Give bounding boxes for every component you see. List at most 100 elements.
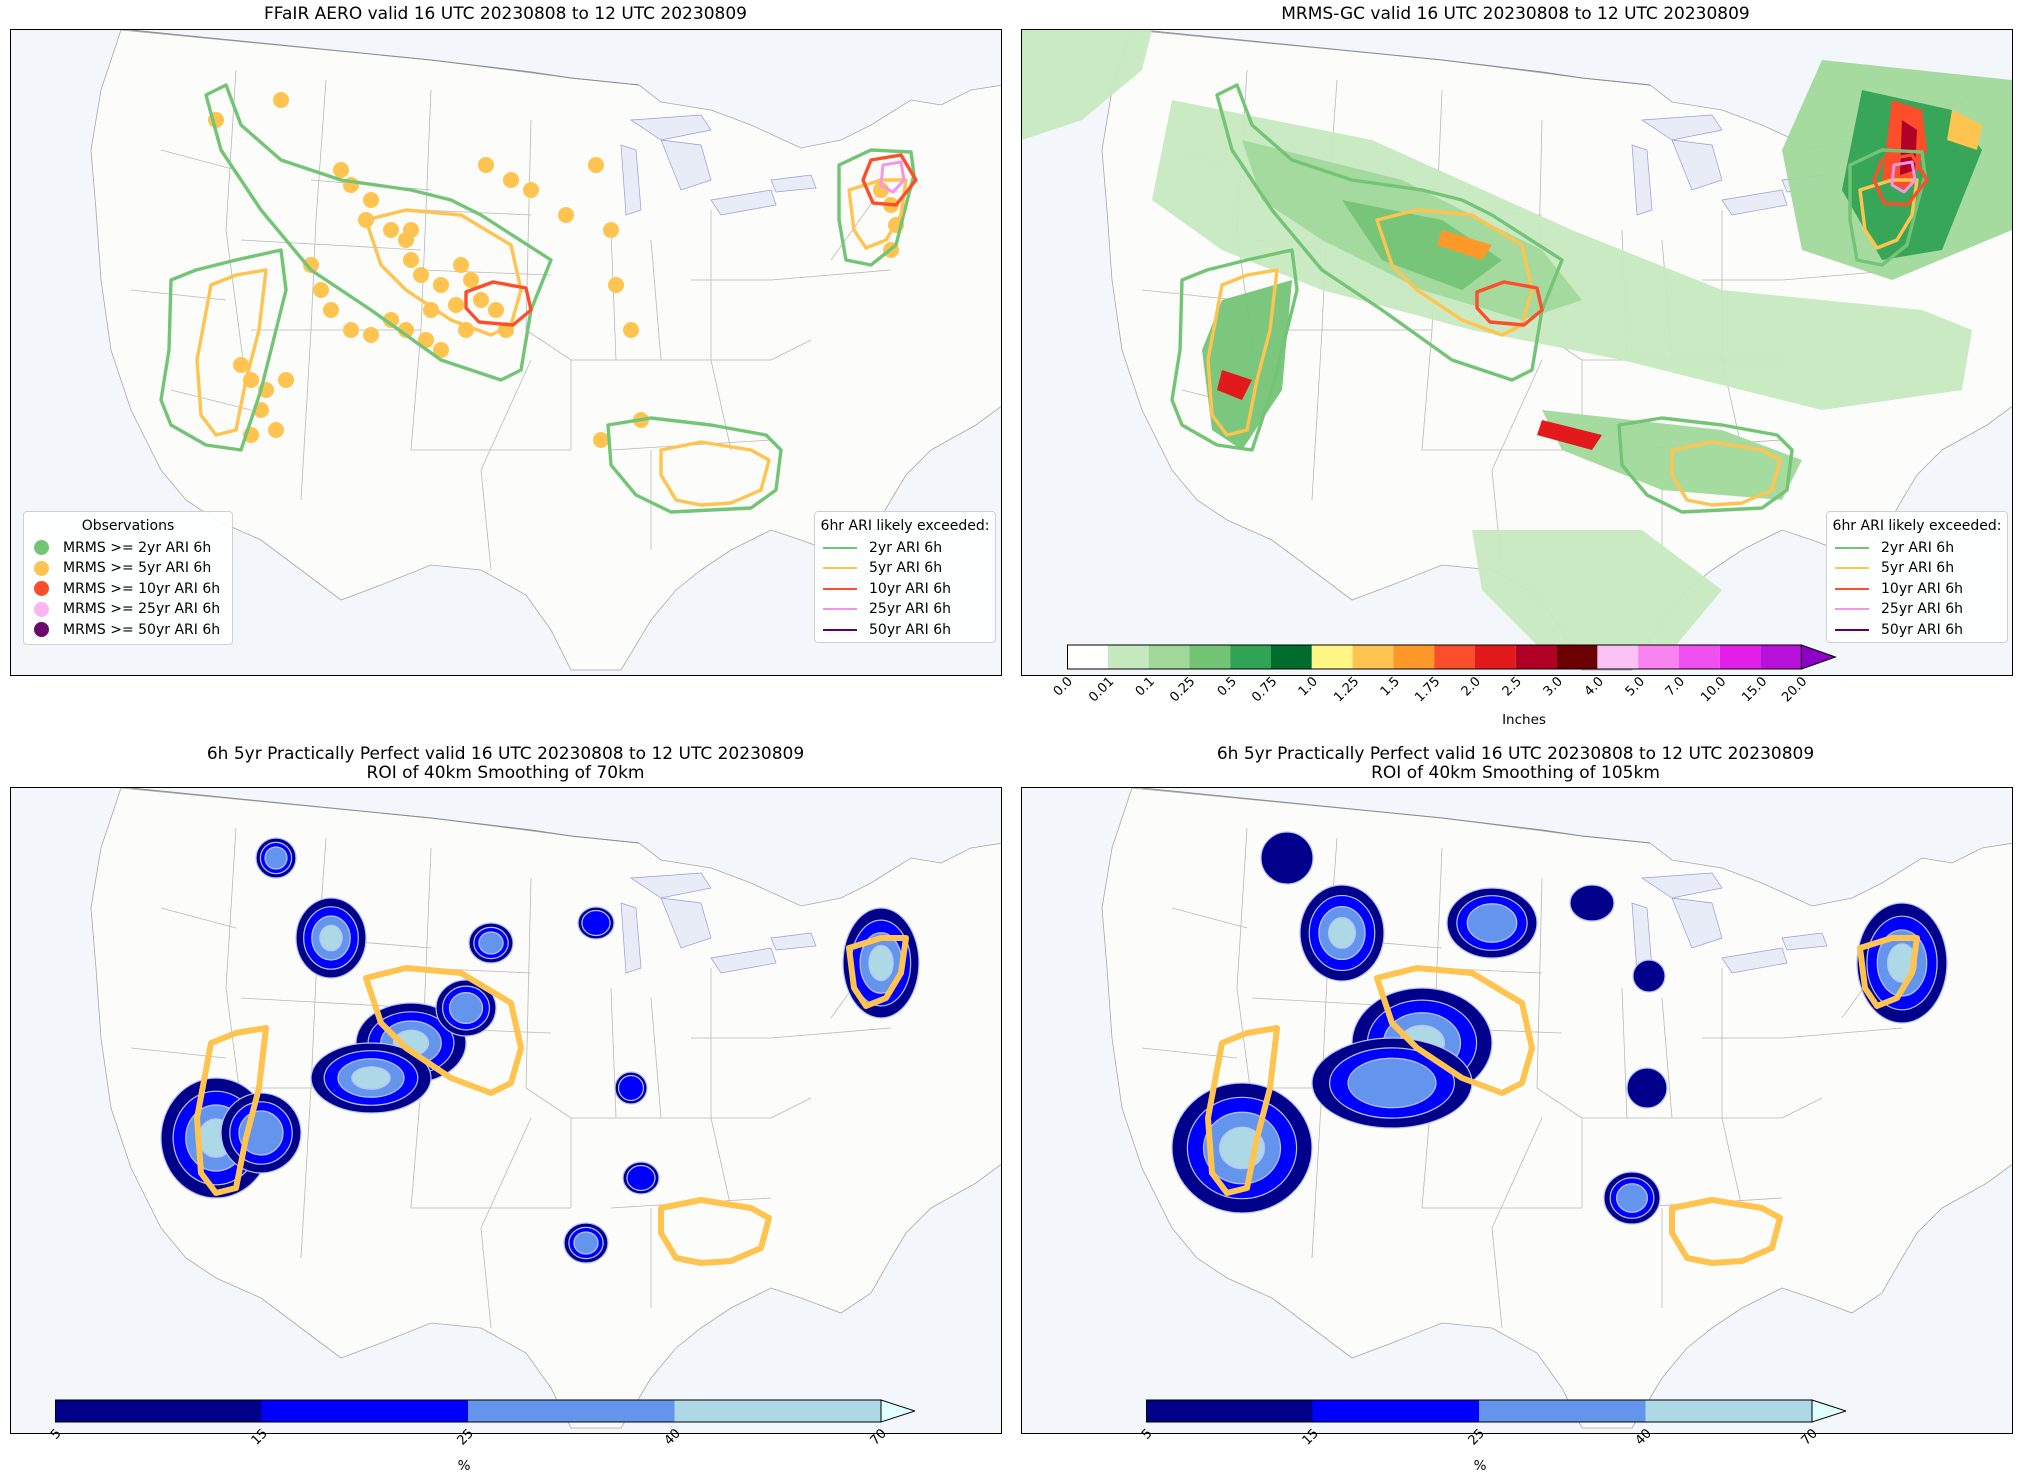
- legend-marker-icon: [34, 581, 49, 597]
- ari-legend-item: 10yr ARI 6h: [1827, 579, 2007, 600]
- legend-line-icon: [823, 628, 857, 631]
- ari-legend-item: 50yr ARI 6h: [815, 620, 995, 641]
- pp-colorbar-70km: [55, 1399, 917, 1425]
- colorbar-tick-label: 0.01: [1086, 674, 1118, 706]
- observation-marker: [268, 422, 284, 438]
- colorbar-swatch: [1645, 1400, 1812, 1422]
- colorbar-extend-arrow: [880, 1399, 917, 1423]
- observation-marker: [403, 252, 419, 268]
- observation-marker: [273, 92, 289, 108]
- observation-marker: [433, 277, 449, 293]
- legend-line-icon: [1835, 608, 1869, 611]
- colorbar-tick-label: 5.0: [1622, 674, 1648, 700]
- precip-area: [1342, 200, 1502, 290]
- colorbar-tick-label: 0.1: [1132, 674, 1158, 700]
- observation-legend-label: MRMS >= 2yr ARI 6h: [63, 539, 212, 556]
- ari-legend-item: 25yr ARI 6h: [815, 599, 995, 620]
- observation-marker: [593, 432, 609, 448]
- colorbar-tick-label: 4.0: [1581, 674, 1607, 700]
- colorbar-swatch: [1312, 1400, 1479, 1422]
- colorbar-swatch: [261, 1400, 468, 1422]
- ari-legend-item: 5yr ARI 6h: [1827, 558, 2007, 579]
- colorbar-tick-label: 1.0: [1295, 674, 1322, 700]
- colorbar-swatch: [1760, 645, 1802, 669]
- legend-line-icon: [1835, 628, 1869, 631]
- observation-marker: [383, 222, 399, 238]
- ari-legend-label: 2yr ARI 6h: [869, 539, 943, 556]
- legend-line-icon: [1835, 587, 1869, 590]
- probability-contour: [1327, 917, 1357, 949]
- legend-line-icon: [823, 567, 857, 570]
- probability-contour: [351, 1066, 391, 1090]
- pp-colorbar-label-70km: %: [457, 1458, 471, 1474]
- observation-marker: [323, 302, 339, 318]
- observation-marker: [383, 312, 399, 328]
- ari-legend-item: 2yr ARI 6h: [815, 538, 995, 559]
- observation-marker: [313, 282, 329, 298]
- observation-legend-item: MRMS >= 2yr ARI 6h: [24, 538, 232, 559]
- observation-legend-item: MRMS >= 10yr ARI 6h: [24, 579, 232, 600]
- colorbar-tick-label: 2.5: [1499, 674, 1526, 700]
- observation-marker: [333, 162, 349, 178]
- colorbar-swatch: [1107, 645, 1149, 669]
- probability-contour: [868, 944, 894, 982]
- ari-legend-label: 10yr ARI 6h: [1881, 580, 1963, 597]
- panel-title-pp105: 6h 5yr Practically Perfect valid 16 UTC …: [1020, 745, 2011, 783]
- colorbar-swatch: [1230, 645, 1271, 669]
- observation-marker: [413, 267, 429, 283]
- observation-marker: [418, 332, 434, 348]
- precip-colorbar: [1067, 644, 2026, 674]
- probability-contour: [319, 924, 343, 952]
- probability-contour: [448, 992, 484, 1025]
- ari-legend-label: 2yr ARI 6h: [1881, 539, 1955, 556]
- panel-title-pp70: 6h 5yr Practically Perfect valid 16 UTC …: [10, 745, 1001, 783]
- colorbar-swatch: [468, 1400, 675, 1422]
- legend-line-icon: [1835, 567, 1869, 570]
- colorbar-swatch: [1515, 645, 1557, 669]
- probability-contour: [264, 846, 288, 870]
- observation-marker: [623, 322, 639, 338]
- ari-legend-item: 25yr ARI 6h: [1827, 599, 2007, 620]
- colorbar-tick-label: 10.0: [1698, 674, 1730, 706]
- observation-marker: [588, 157, 604, 173]
- ari-legend-mrms: 6hr ARI likely exceeded: 2yr ARI 6h 5yr A…: [1826, 511, 2008, 643]
- pp-colorbar-label-105km: %: [1473, 1458, 1487, 1474]
- observation-legend-item: MRMS >= 5yr ARI 6h: [24, 558, 232, 579]
- colorbar-tick-label: 0.5: [1214, 674, 1240, 700]
- precip-colorbar-label: Inches: [1502, 712, 1546, 728]
- ari-legend-item: 2yr ARI 6h: [1827, 538, 2007, 559]
- colorbar-tick-label: 1.5: [1377, 674, 1403, 700]
- observation-marker: [523, 182, 539, 198]
- ari-legend-item: 5yr ARI 6h: [815, 558, 995, 579]
- panel-title-pp105-line1: 6h 5yr Practically Perfect valid 16 UTC …: [1216, 744, 1815, 764]
- ari-legend-title-mrms: 6hr ARI likely exceeded:: [1832, 518, 2002, 534]
- legend-line-icon: [823, 608, 857, 611]
- probability-contour: [1615, 1183, 1648, 1213]
- observation-marker: [473, 292, 489, 308]
- observation-marker: [303, 257, 319, 273]
- colorbar-swatch: [1067, 645, 1108, 669]
- colorbar-swatch: [1352, 645, 1394, 669]
- probability-contour: [1260, 831, 1314, 885]
- colorbar-swatch: [1434, 645, 1475, 669]
- precip-area: [1022, 30, 1152, 140]
- colorbar-tick-label: 3.0: [1540, 674, 1566, 700]
- observation-marker: [433, 342, 449, 358]
- observation-legend-item: MRMS >= 25yr ARI 6h: [24, 599, 232, 620]
- colorbar-extend-arrow: [1811, 1399, 1848, 1423]
- observation-marker: [278, 372, 294, 388]
- map-mrms-gc: [1021, 29, 2013, 676]
- colorbar-swatch: [1719, 645, 1761, 669]
- ari-legend-ffair: 6hr ARI likely exceeded: 2yr ARI 6h 5yr A…: [814, 511, 996, 643]
- map-pp-70km: [10, 787, 1002, 1434]
- observation-marker: [603, 222, 619, 238]
- legend-marker-icon: [34, 560, 49, 576]
- probability-contour: [626, 1164, 656, 1192]
- observation-marker: [503, 172, 519, 188]
- legend-marker-icon: [34, 622, 49, 638]
- colorbar-swatch: [1393, 645, 1435, 669]
- ari-legend-label: 5yr ARI 6h: [869, 560, 943, 576]
- colorbar-swatch: [1679, 645, 1720, 669]
- observations-legend-title: Observations: [81, 518, 175, 534]
- heavy-precip-area: [1537, 420, 1602, 450]
